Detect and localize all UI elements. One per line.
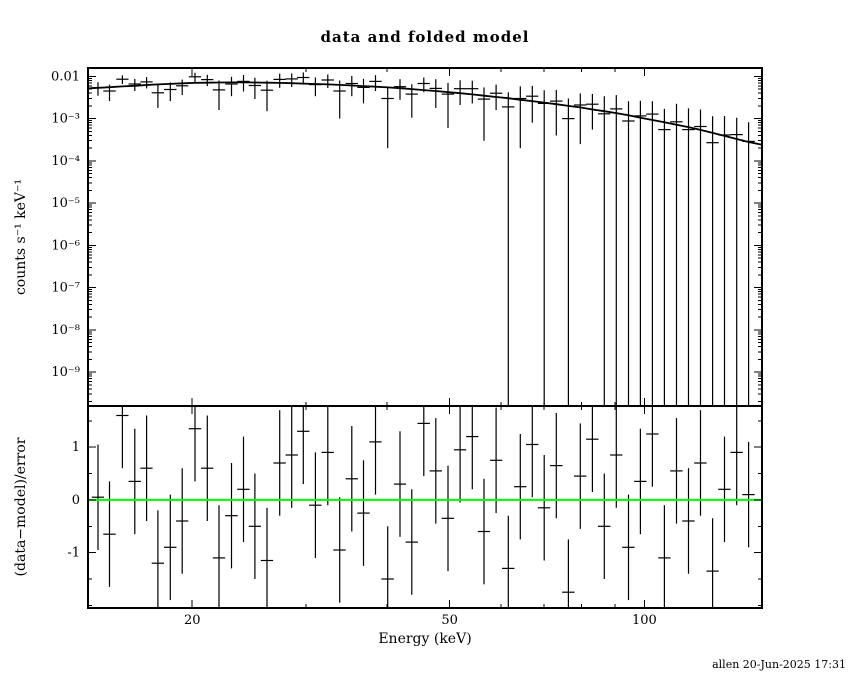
svg-text:10⁻³: 10⁻³ bbox=[51, 112, 80, 127]
svg-text:50: 50 bbox=[441, 613, 458, 628]
folded-model-line bbox=[87, 81, 763, 146]
y-axis-label-bottom: (data−model)/error bbox=[13, 437, 29, 577]
svg-text:100: 100 bbox=[632, 613, 657, 628]
svg-text:10⁻⁵: 10⁻⁵ bbox=[51, 196, 80, 211]
svg-text:10⁻⁹: 10⁻⁹ bbox=[51, 365, 80, 380]
svg-text:10⁻⁴: 10⁻⁴ bbox=[51, 154, 80, 169]
svg-text:0.01: 0.01 bbox=[51, 69, 80, 84]
timestamp-label: allen 20-Jun-2025 17:31 bbox=[712, 658, 846, 671]
x-axis-label: Energy (keV) bbox=[378, 631, 472, 647]
y-axis-label-top: counts s⁻¹ keV⁻¹ bbox=[13, 178, 29, 296]
svg-text:1: 1 bbox=[72, 440, 80, 455]
residual-errorbars bbox=[91, 406, 755, 608]
svg-text:10⁻⁶: 10⁻⁶ bbox=[51, 238, 80, 253]
svg-text:10⁻⁷: 10⁻⁷ bbox=[51, 281, 80, 296]
svg-text:-1: -1 bbox=[67, 546, 80, 561]
svg-text:20: 20 bbox=[184, 613, 201, 628]
spectrum-data-errorbars bbox=[91, 72, 755, 406]
svg-text:0: 0 bbox=[72, 493, 80, 508]
axis-ticks bbox=[88, 68, 762, 608]
plot-title: data and folded model bbox=[320, 28, 530, 46]
tick-labels: 20 50 100 0.01 10⁻³ 10⁻⁴ 10⁻⁵ 10⁻⁶ 10⁻⁷ 10⁻⁸ 10⁻⁹ 1… bbox=[51, 69, 657, 628]
axes-frame bbox=[87, 67, 763, 609]
svg-text:10⁻⁸: 10⁻⁸ bbox=[51, 323, 80, 338]
